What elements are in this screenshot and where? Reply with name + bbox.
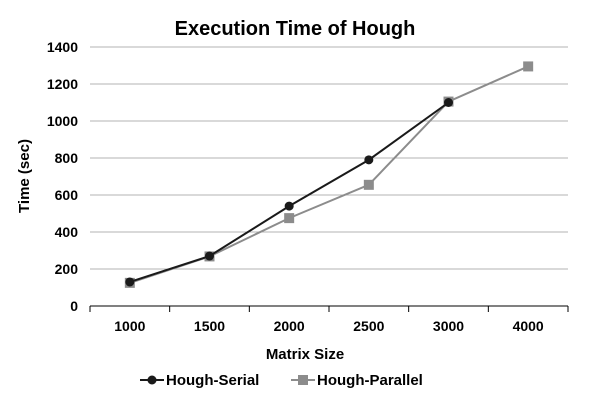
data-point-hough-serial	[284, 201, 294, 211]
y-tick-label: 600	[55, 187, 79, 203]
series-line-hough-parallel	[129, 65, 529, 284]
legend-label: Hough-Parallel	[317, 372, 423, 389]
data-point-hough-serial	[364, 155, 374, 165]
y-axis-ticks: 0 200 400 600 800 1000 1200 1400	[47, 39, 78, 314]
legend: Hough-Serial Hough-Parallel	[140, 372, 423, 389]
x-axis-label: Matrix Size	[266, 346, 344, 363]
legend-label: Hough-Serial	[166, 372, 259, 389]
y-tick-label: 1000	[47, 113, 78, 129]
data-point-hough-serial	[205, 251, 214, 261]
y-axis-label: Time (sec)	[16, 139, 33, 213]
chart-title: Execution Time of Hough	[175, 18, 416, 40]
y-tick-label: 800	[55, 150, 79, 166]
data-point-hough-parallel	[363, 179, 374, 190]
x-tick-label: 2500	[353, 318, 384, 334]
x-tick-label: 1500	[194, 318, 225, 334]
y-tick-label: 0	[70, 298, 78, 314]
data-point-hough-serial	[444, 98, 453, 107]
y-tick-label: 1400	[47, 39, 78, 55]
data-point-hough-parallel	[523, 61, 534, 72]
y-tick-label: 400	[55, 224, 79, 240]
x-tick-label: 2000	[274, 318, 305, 334]
x-tick-label: 1000	[114, 318, 145, 334]
y-tick-label: 200	[55, 261, 79, 277]
data-point-hough-parallel	[284, 213, 295, 224]
series-line-hough-serial	[129, 101, 450, 283]
legend-marker	[147, 375, 157, 385]
x-axis-ticks: 1000 1500 2000 2500 3000 4000	[89, 306, 569, 334]
data-point-hough-serial	[125, 277, 135, 287]
grid	[90, 46, 568, 270]
legend-marker	[298, 375, 308, 385]
series-group	[124, 61, 534, 288]
x-tick-label: 3000	[433, 318, 464, 334]
y-tick-label: 1200	[47, 76, 78, 92]
x-tick-label: 4000	[513, 318, 544, 334]
